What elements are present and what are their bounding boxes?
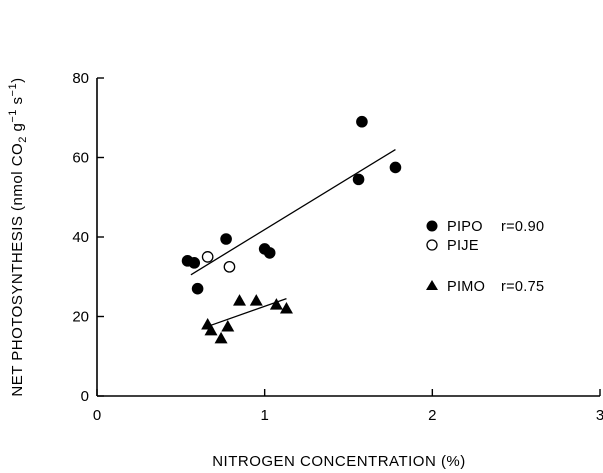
legend-marker-pipo: [426, 220, 438, 232]
point-pimo: [269, 298, 283, 310]
y-tick-label: 0: [81, 388, 89, 405]
point-pipo: [356, 115, 368, 128]
x-tick-label: 2: [428, 407, 436, 424]
y-tick-label: 20: [72, 309, 89, 326]
point-pipo: [389, 161, 402, 174]
x-tick-label: 0: [93, 407, 101, 424]
legend-label-pipo: PIPO: [447, 219, 483, 235]
legend-label-pimo: PIMO: [447, 279, 485, 295]
y-axis-title-main: NET PHOTOSYNTHESIS (nmol CO: [9, 143, 26, 397]
point-pimo: [204, 323, 218, 336]
y-axis-title-sup2: −1: [7, 83, 19, 97]
fit-line-pimo: [207, 297, 287, 328]
x-axis-title: NITROGEN CONCENTRATION (%): [212, 453, 466, 470]
point-pije: [201, 251, 214, 263]
y-tick-label: 60: [72, 150, 89, 167]
legend-r-pimo: r=0.75: [501, 279, 544, 295]
y-axis-title-s: s: [9, 96, 26, 109]
fit-line-pipo: [190, 148, 396, 276]
point-pimo: [233, 294, 247, 306]
point-pimo: [279, 302, 293, 314]
y-axis-title-sup1: −1: [7, 109, 19, 123]
point-pipo: [263, 247, 276, 259]
legend-marker-pimo: [426, 280, 438, 290]
point-pije: [223, 260, 236, 273]
point-pipo: [352, 173, 365, 186]
y-axis-title: NET PHOTOSYNTHESIS (nmol CO2 g−1 s−1): [7, 77, 29, 396]
point-pimo: [214, 331, 228, 344]
x-tick-label: 3: [596, 407, 603, 424]
point-pimo: [221, 319, 235, 332]
legend-marker-pije: [426, 239, 438, 251]
y-axis-title-sub: 2: [17, 136, 29, 143]
legend-label-pije: PIJE: [447, 238, 479, 254]
legend: PIPO r=0.90 PIJE PIMO r=0.75: [426, 219, 544, 295]
point-pipo: [220, 233, 232, 245]
y-tick-label: 40: [72, 229, 89, 246]
point-pipo: [188, 257, 201, 269]
y-tick-label: 80: [72, 70, 89, 87]
y-axis-title-g: g: [9, 123, 26, 137]
legend-r-pipo: r=0.90: [501, 219, 544, 235]
point-pipo: [191, 282, 204, 295]
x-tick-label: 1: [260, 407, 268, 424]
y-axis-title-close: ): [9, 77, 26, 83]
point-pimo: [249, 294, 263, 306]
